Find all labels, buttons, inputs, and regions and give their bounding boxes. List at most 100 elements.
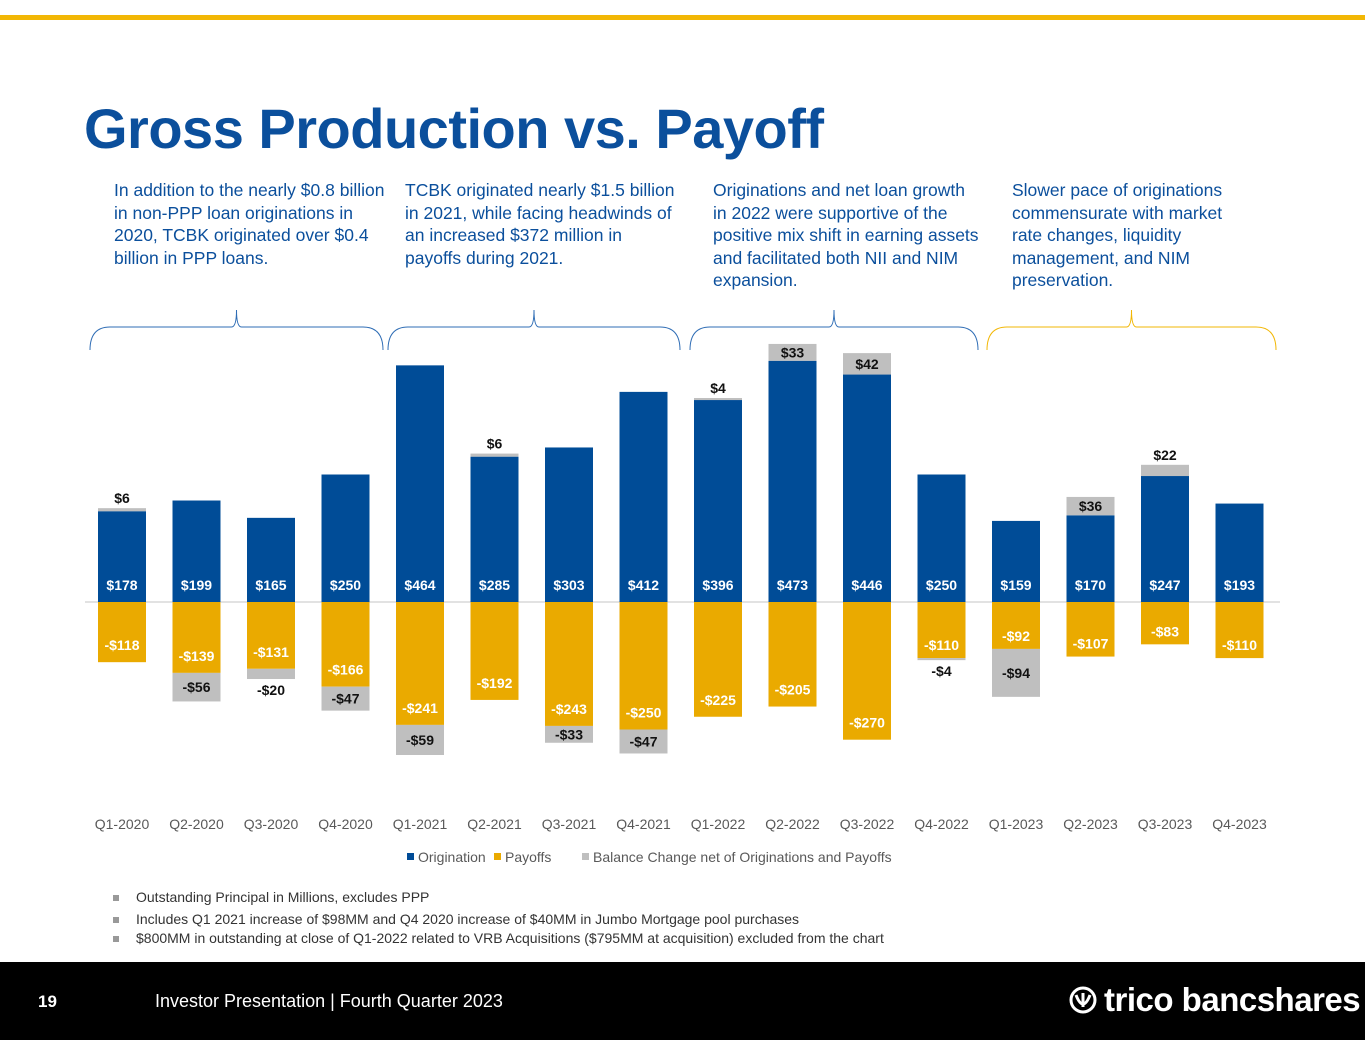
payoff-bar (1066, 602, 1115, 657)
balance-change-bar (247, 668, 295, 680)
payoff-bar (396, 602, 444, 725)
balance-change-label: -$59 (406, 732, 434, 748)
origination-bar (172, 500, 221, 602)
payoff-label: -$110 (924, 637, 959, 653)
x-tick-label: Q3-2022 (840, 816, 895, 832)
payoff-bar (843, 602, 891, 740)
payoff-bar (694, 602, 742, 717)
origination-bar (1066, 515, 1115, 602)
payoff-label: -$205 (775, 682, 811, 698)
payoff-label: -$166 (328, 662, 364, 678)
bar-chart: $178 -$118 $6 Q1-2020 $199 -$139 -$56 Q2-2020 $1… (85, 309, 1280, 865)
x-tick-label: Q3-2020 (244, 816, 299, 832)
legend-swatch (494, 853, 501, 860)
balance-change-bar (1066, 496, 1115, 516)
x-tick-label: Q1-2020 (95, 816, 150, 832)
balance-change-bar (619, 729, 668, 754)
legend-label: Origination (418, 849, 486, 865)
payoff-bar (992, 602, 1040, 649)
origination-bar (545, 447, 593, 602)
payoff-label: -$131 (253, 644, 289, 660)
top-accent-stripe (0, 15, 1365, 20)
balance-change-bar (843, 353, 891, 375)
origination-bar (470, 456, 519, 602)
note-2020: In addition to the nearly $0.8 billion i… (114, 180, 385, 268)
x-tick-label: Q4-2022 (914, 816, 969, 832)
payoff-bar (321, 602, 370, 687)
origination-label: $250 (926, 577, 957, 593)
origination-bar (768, 360, 817, 602)
origination-label: $250 (330, 577, 361, 593)
payoff-bar (172, 602, 221, 673)
origination-label: $247 (1149, 577, 1180, 593)
payoff-label: -$243 (551, 701, 587, 717)
logo-mark-icon (1069, 986, 1097, 1014)
balance-change-bar (470, 453, 519, 457)
origination-label: $170 (1075, 577, 1106, 593)
origination-label: $464 (404, 577, 435, 593)
balance-change-label: $6 (487, 436, 503, 452)
origination-bar (992, 520, 1040, 602)
presentation-title: Investor Presentation | Fourth Quarter 2… (155, 991, 503, 1011)
x-tick-label: Q2-2020 (169, 816, 224, 832)
x-tick-label: Q2-2023 (1063, 816, 1118, 832)
page-number: 19 (38, 992, 57, 1011)
origination-bar (396, 365, 444, 602)
note-2021: TCBK originated nearly $1.5 billion in 2… (405, 180, 675, 268)
legend-label: Payoffs (505, 849, 551, 865)
bracket-2 (689, 309, 979, 351)
origination-label: $412 (628, 577, 659, 593)
note-2023: Slower pace of originations commensurate… (1012, 180, 1223, 290)
payoff-label: -$270 (849, 715, 885, 731)
payoff-label: -$241 (402, 700, 438, 716)
x-tick-label: Q1-2022 (691, 816, 746, 832)
balance-change-label: $4 (710, 380, 726, 396)
origination-bar (98, 511, 146, 602)
origination-label: $446 (851, 577, 882, 593)
balance-change-label: $6 (114, 490, 130, 506)
payoff-bar (470, 602, 519, 700)
balance-change-bar (1141, 464, 1189, 477)
x-tick-label: Q1-2023 (989, 816, 1044, 832)
balance-change-label: -$56 (182, 679, 210, 695)
payoff-label: -$250 (626, 705, 662, 721)
x-tick-label: Q2-2021 (467, 816, 522, 832)
balance-change-label: -$47 (331, 691, 359, 707)
origination-bar (694, 400, 742, 602)
payoff-bar (1141, 602, 1189, 645)
balance-change-label: -$33 (555, 726, 583, 742)
origination-label: $285 (479, 577, 510, 593)
origination-label: $178 (106, 577, 137, 593)
origination-bar (619, 391, 668, 602)
origination-label: $473 (777, 577, 808, 593)
payoff-label: -$110 (1222, 637, 1257, 653)
footnote-3: $800MM in outstanding at close of Q1-202… (113, 930, 884, 946)
payoff-label: -$225 (700, 692, 736, 708)
payoff-label: -$83 (1151, 623, 1179, 639)
balance-change-label: $36 (1079, 498, 1103, 514)
payoff-bar (619, 602, 668, 730)
footer-bar (0, 962, 1365, 1040)
payoff-bar (917, 602, 966, 659)
origination-bar (247, 517, 295, 602)
legend-swatch (407, 853, 414, 860)
origination-bar (917, 474, 966, 602)
origination-label: $199 (181, 577, 212, 593)
origination-bar (1215, 503, 1264, 602)
origination-bar (321, 474, 370, 602)
origination-bar (843, 374, 891, 602)
legend-label: Balance Change net of Originations and P… (593, 849, 892, 865)
payoff-bar (768, 602, 817, 707)
x-tick-label: Q3-2021 (542, 816, 597, 832)
payoff-label: -$192 (477, 675, 513, 691)
note-2022: Originations and net loan growth in 2022… (713, 180, 979, 290)
balance-change-bar (172, 672, 221, 702)
payoff-label: -$118 (104, 637, 139, 653)
balance-change-label: $42 (855, 356, 879, 372)
origination-label: $159 (1000, 577, 1031, 593)
payoff-label: -$107 (1073, 636, 1109, 652)
origination-label: $165 (255, 577, 286, 593)
payoff-bar (98, 602, 146, 663)
balance-change-bar (768, 343, 817, 361)
payoff-bar (1215, 602, 1264, 659)
